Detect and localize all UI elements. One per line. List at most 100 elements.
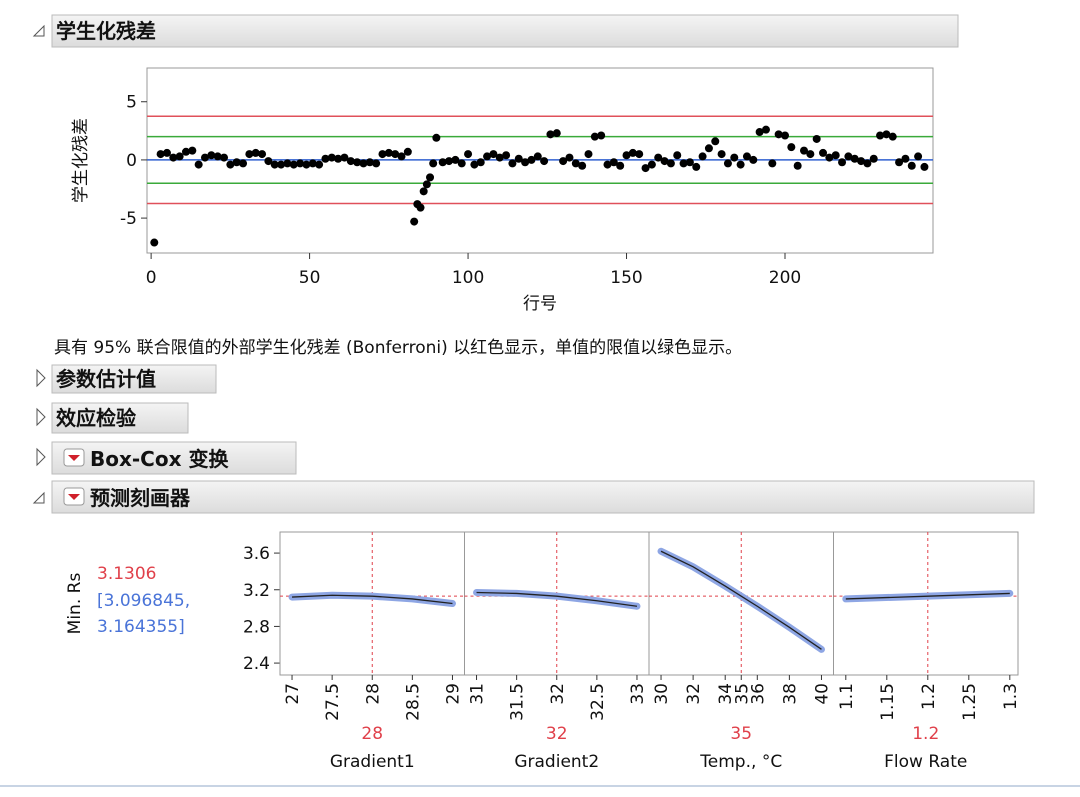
expand-icon[interactable] bbox=[36, 407, 46, 427]
point bbox=[264, 157, 273, 166]
point bbox=[470, 160, 479, 169]
point bbox=[359, 159, 368, 168]
x-tick-label: 30 bbox=[652, 683, 672, 705]
factor-current: 1.2 bbox=[912, 724, 939, 744]
point bbox=[876, 131, 885, 140]
point bbox=[432, 133, 441, 142]
x-tick-label: 40 bbox=[812, 683, 832, 705]
header-title: 效应检验 bbox=[56, 406, 136, 430]
expand-icon[interactable] bbox=[36, 368, 46, 388]
point bbox=[321, 154, 330, 163]
point bbox=[882, 130, 891, 139]
point bbox=[666, 159, 675, 168]
interval-label: 3.164355] bbox=[97, 617, 185, 637]
point bbox=[920, 162, 929, 171]
point bbox=[641, 164, 650, 173]
header-bar[interactable] bbox=[51, 14, 959, 48]
point bbox=[422, 180, 431, 189]
point bbox=[901, 154, 910, 163]
point bbox=[327, 153, 336, 162]
point bbox=[730, 153, 739, 162]
point bbox=[346, 157, 355, 166]
point bbox=[578, 161, 587, 170]
point bbox=[787, 143, 796, 152]
x-tick-label: 32.5 bbox=[588, 683, 608, 721]
y-tick-label: 5 bbox=[126, 93, 137, 113]
x-tick-label: 28 bbox=[363, 683, 383, 705]
point bbox=[660, 157, 669, 166]
header-bar[interactable] bbox=[51, 480, 1035, 514]
y-tick-label: -5 bbox=[120, 209, 137, 229]
y-tick-label: 3.6 bbox=[243, 544, 270, 564]
point bbox=[245, 150, 254, 159]
x-tick-label: 100 bbox=[452, 268, 484, 288]
point bbox=[340, 153, 349, 162]
x-tick-label: 34 bbox=[716, 683, 736, 705]
point bbox=[717, 150, 726, 159]
response-value: 3.1306 bbox=[97, 564, 156, 584]
collapse-icon[interactable] bbox=[32, 24, 45, 37]
point bbox=[429, 159, 438, 168]
point bbox=[647, 160, 656, 169]
x-tick-label: 32 bbox=[548, 683, 568, 705]
point bbox=[533, 152, 542, 161]
point bbox=[283, 159, 292, 168]
expand-icon[interactable] bbox=[36, 447, 46, 467]
collapse-icon[interactable] bbox=[32, 491, 45, 504]
point bbox=[635, 150, 644, 159]
header-bar[interactable] bbox=[51, 402, 189, 434]
point bbox=[622, 151, 631, 160]
point bbox=[476, 158, 485, 167]
panel-frame bbox=[648, 531, 834, 676]
x-tick-label: 31 bbox=[468, 683, 488, 705]
point bbox=[825, 153, 834, 162]
point bbox=[289, 160, 298, 169]
point bbox=[334, 154, 343, 163]
x-tick-label: 27.5 bbox=[323, 683, 343, 721]
point bbox=[590, 132, 599, 141]
point bbox=[800, 146, 809, 155]
point bbox=[907, 161, 916, 170]
header-bar[interactable] bbox=[51, 441, 297, 475]
point bbox=[895, 158, 904, 167]
point bbox=[258, 150, 267, 159]
point bbox=[213, 152, 222, 161]
point bbox=[584, 150, 593, 159]
point bbox=[914, 152, 923, 161]
point bbox=[156, 150, 165, 159]
point bbox=[571, 159, 580, 168]
point bbox=[603, 160, 612, 169]
header-bar[interactable] bbox=[51, 364, 217, 394]
point bbox=[679, 159, 688, 168]
header-title: Box-Cox 变换 bbox=[90, 447, 229, 471]
x-tick-label: 38 bbox=[780, 683, 800, 705]
point bbox=[654, 153, 663, 162]
x-tick-label: 28.5 bbox=[403, 683, 423, 721]
point bbox=[308, 159, 317, 168]
point bbox=[188, 146, 197, 155]
point bbox=[723, 159, 732, 168]
point bbox=[403, 147, 412, 156]
point bbox=[609, 158, 618, 167]
point bbox=[416, 203, 425, 212]
point bbox=[857, 157, 866, 166]
x-tick-label: 1.1 bbox=[837, 683, 857, 710]
prediction-curve bbox=[292, 594, 453, 605]
point bbox=[774, 130, 783, 139]
point bbox=[850, 154, 859, 163]
point bbox=[169, 153, 178, 162]
x-tick-label: 36 bbox=[748, 683, 768, 705]
point bbox=[419, 187, 428, 196]
point bbox=[521, 158, 530, 167]
x-tick-label: 27 bbox=[283, 683, 303, 705]
factor-current: 35 bbox=[730, 724, 752, 744]
x-tick-label: 150 bbox=[610, 268, 642, 288]
point bbox=[508, 159, 517, 168]
menu-arrow bbox=[68, 494, 80, 500]
point bbox=[384, 148, 393, 157]
point bbox=[838, 158, 847, 167]
point bbox=[410, 217, 419, 226]
point bbox=[397, 152, 406, 161]
prediction-curve bbox=[476, 591, 638, 607]
point bbox=[552, 129, 561, 138]
